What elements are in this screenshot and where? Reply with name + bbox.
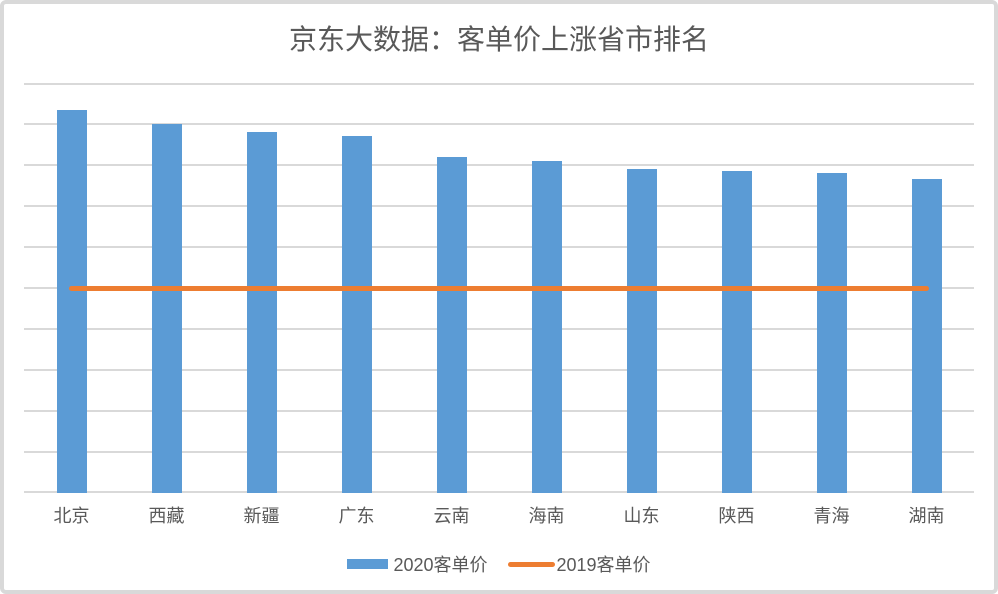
bar-series-swatch-icon	[347, 559, 389, 569]
x-axis-label: 云南	[433, 506, 470, 526]
x-axis-label: 湖南	[908, 506, 945, 526]
bar-海南	[531, 160, 562, 493]
legend: 2020客单价 2019客单价	[4, 551, 994, 577]
bar-北京	[56, 109, 87, 493]
x-axis-label: 新疆	[243, 506, 280, 526]
x-axis-label: 西藏	[148, 506, 185, 526]
bar-山东	[626, 169, 657, 493]
bar-广东	[341, 136, 372, 493]
x-axis-label: 广东	[338, 506, 375, 526]
gridline	[24, 369, 974, 371]
gridline	[24, 451, 974, 453]
legend-label-2019: 2019客单价	[556, 555, 651, 575]
gridline	[24, 328, 974, 330]
line-series-swatch-icon	[507, 561, 555, 567]
gridline	[24, 164, 974, 166]
bar-云南	[436, 156, 467, 493]
bar-新疆	[246, 132, 277, 493]
gridline	[24, 410, 974, 412]
bar-青海	[816, 173, 847, 493]
x-axis-label: 陕西	[718, 506, 755, 526]
legend-label-2020: 2020客单价	[393, 555, 488, 575]
x-axis-label: 海南	[528, 506, 565, 526]
gridline	[24, 491, 974, 493]
chart-title: 京东大数据：客单价上涨省市排名	[288, 24, 709, 55]
bar-陕西	[721, 171, 752, 493]
bar-湖南	[911, 179, 942, 493]
gridline	[24, 205, 974, 207]
bar-西藏	[151, 124, 182, 493]
plot-area	[24, 83, 974, 493]
legend-item-2020: 2020客单价	[347, 551, 488, 577]
line-2019	[69, 285, 929, 291]
x-axis-label: 山东	[623, 506, 660, 526]
x-axis-label: 北京	[53, 506, 90, 526]
gridline	[24, 246, 974, 248]
x-axis: 北京 西藏 新疆 广东 云南 海南 山东 陕西 青海 湖南	[24, 502, 974, 528]
gridline	[24, 123, 974, 125]
legend-item-2019: 2019客单价	[507, 551, 651, 577]
gridline	[24, 83, 974, 85]
x-axis-label: 青海	[813, 506, 850, 526]
